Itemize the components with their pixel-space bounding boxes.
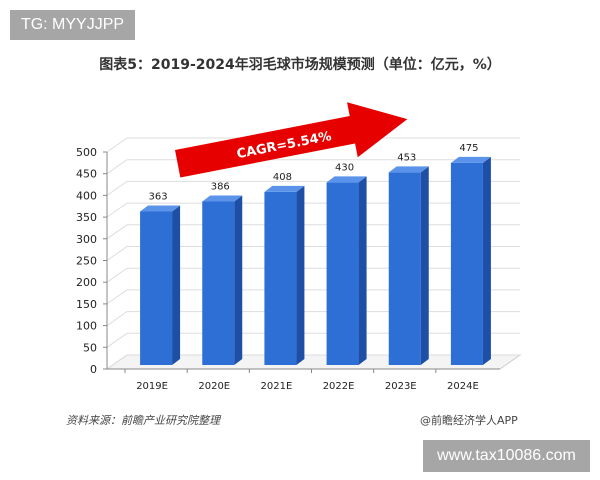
- x-tick-label: 2023E: [385, 381, 417, 392]
- y-tick-label: 50: [83, 341, 97, 354]
- y-tick-label: 150: [76, 298, 97, 311]
- bar-top: [326, 176, 367, 183]
- cagr-arrow: CAGR=5.54%: [175, 102, 408, 178]
- bar: [264, 191, 297, 365]
- data-label: 430: [335, 162, 354, 173]
- x-tick-label: 2019E: [136, 381, 168, 392]
- chart-title: 图表5：2019-2024年羽毛球市场规模预测（单位：亿元，%）: [99, 57, 501, 73]
- bar: [450, 162, 483, 365]
- bar-top: [264, 185, 305, 192]
- bar: [388, 172, 421, 365]
- bar-side: [296, 185, 305, 365]
- bar-top: [450, 156, 491, 163]
- bar-side: [420, 166, 429, 365]
- data-label: 408: [273, 172, 292, 183]
- x-tick-label: 2022E: [323, 381, 355, 392]
- bar: [140, 211, 173, 365]
- y-tick-label: 300: [76, 233, 97, 246]
- bar: [326, 182, 359, 365]
- x-tick-label: 2024E: [447, 381, 479, 392]
- watermark-top: TG: MYYJJPP: [10, 10, 135, 40]
- y-tick-label: 500: [76, 146, 97, 159]
- y-tick-label: 400: [76, 189, 97, 202]
- gridline: [106, 137, 520, 153]
- y-tick-label: 350: [76, 211, 97, 224]
- data-label: 453: [397, 152, 416, 163]
- data-label: 386: [211, 181, 230, 192]
- arrow-shape: [175, 102, 408, 178]
- bar-top: [202, 195, 243, 202]
- y-tick-label: 0: [90, 363, 97, 376]
- bar-top: [140, 205, 181, 212]
- x-tick-label: 2021E: [261, 381, 293, 392]
- data-label: 475: [459, 143, 478, 154]
- x-tick-label: 2020E: [198, 381, 230, 392]
- y-tick-label: 100: [76, 320, 97, 333]
- bar-side: [234, 195, 243, 365]
- y-tick-label: 250: [76, 255, 97, 268]
- y-tick-label: 200: [76, 276, 97, 289]
- source-note: 资料来源：前瞻产业研究院整理: [66, 414, 220, 427]
- bar-side: [358, 176, 367, 365]
- credit-note: @前瞻经济学人APP: [420, 414, 518, 427]
- gridline: [106, 159, 520, 175]
- bar: [202, 201, 235, 365]
- bar-side: [482, 156, 491, 365]
- bar-top: [388, 166, 429, 173]
- data-label: 363: [149, 191, 168, 202]
- watermark-bottom: www.tax10086.com: [423, 440, 590, 472]
- bar-side: [172, 205, 181, 365]
- y-tick-label: 450: [76, 168, 97, 181]
